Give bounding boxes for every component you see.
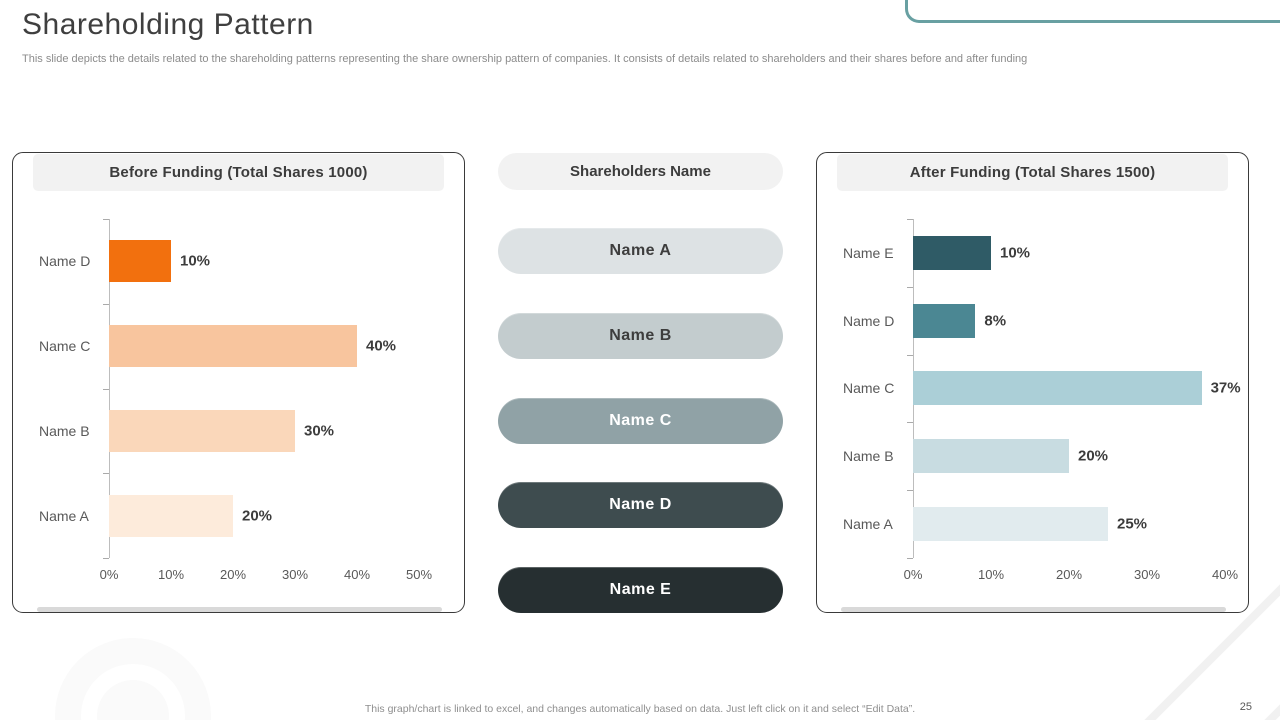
after-funding-chart: Name E 10% Name D 8% Name C 37% Name B 20% Name … [817, 219, 1242, 559]
chart-row: Name C 37% [817, 355, 1242, 423]
before-funding-panel: Before Funding (Total Shares 1000) Name … [12, 152, 465, 613]
name-pill: Name B [498, 312, 783, 359]
bar [913, 439, 1069, 474]
bar [109, 325, 357, 368]
x-tick-label: 20% [219, 567, 247, 582]
category-label: Name B [843, 448, 894, 465]
category-label: Name C [843, 380, 895, 397]
teal-corner-decoration [905, 0, 1280, 23]
axis-tick [103, 388, 109, 390]
x-tick-label: 40% [343, 567, 371, 582]
x-tick-label: 40% [1211, 567, 1239, 582]
name-pill: Name E [498, 567, 783, 613]
y-axis-line [109, 219, 110, 558]
category-label: Name C [39, 338, 91, 355]
bar-track: 37% [913, 355, 1242, 423]
axis-tick [103, 473, 109, 475]
chart-row: Name A 20% [13, 473, 458, 558]
shareholders-column: Shareholders Name Name A Name B Name C Name… [498, 152, 783, 613]
bar-track: 20% [109, 473, 458, 558]
data-label: 10% [180, 252, 211, 270]
axis-tick [907, 558, 913, 559]
before-funding-chart: Name D 10% Name C 40% Name B 30% Name A 20% [13, 219, 458, 559]
axis-tick [907, 354, 913, 356]
name-pill: Name C [498, 397, 783, 444]
chart-row: Name C 40% [13, 304, 458, 389]
chart-row: Name D 8% [817, 287, 1242, 355]
name-pill: Name A [498, 228, 783, 274]
x-tick-label: 10% [977, 567, 1005, 582]
category-label: Name D [843, 312, 895, 329]
bar-track: 10% [913, 219, 1242, 287]
x-tick-label: 30% [281, 567, 309, 582]
shareholders-header: Shareholders Name [498, 153, 783, 190]
axis-tick [907, 219, 913, 220]
chart-row: Name A 25% [817, 490, 1242, 558]
bar [109, 494, 233, 537]
chart-row: Name B 20% [817, 422, 1242, 490]
category-label: Name A [843, 516, 893, 533]
category-label: Name B [39, 422, 90, 439]
x-tick-label: 20% [1055, 567, 1083, 582]
axis-tick [907, 422, 913, 424]
category-label: Name E [843, 244, 894, 261]
page-title: Shareholding Pattern [22, 8, 314, 41]
x-tick-label: 10% [157, 567, 185, 582]
data-label: 20% [242, 507, 273, 525]
data-label: 40% [366, 337, 397, 355]
category-label: Name A [39, 507, 89, 524]
data-label: 8% [984, 312, 1007, 330]
axis-tick [103, 219, 109, 220]
axis-tick [907, 286, 913, 288]
bar-track: 10% [109, 219, 458, 304]
data-label: 20% [1078, 447, 1109, 465]
chart-row: Name E 10% [817, 219, 1242, 287]
x-tick-label: 0% [903, 567, 923, 582]
panel-scrollbar [841, 607, 1226, 612]
axis-tick [103, 303, 109, 305]
after-funding-panel: After Funding (Total Shares 1500) Name E… [816, 152, 1249, 613]
x-tick-label: 50% [405, 567, 433, 582]
bar [913, 235, 991, 270]
chart-row: Name D 10% [13, 219, 458, 304]
before-funding-title: Before Funding (Total Shares 1000) [33, 154, 444, 191]
data-label: 10% [1000, 244, 1031, 262]
bar-track: 8% [913, 287, 1242, 355]
footer-note: This graph/chart is linked to excel, and… [364, 703, 916, 715]
bar [109, 409, 295, 452]
data-label: 37% [1210, 379, 1241, 397]
bar [913, 303, 976, 338]
bar [913, 507, 1108, 542]
name-pill: Name D [498, 482, 783, 529]
chart-row: Name B 30% [13, 389, 458, 474]
bar-track: 40% [109, 304, 458, 389]
bar [109, 240, 171, 283]
bar [913, 371, 1202, 406]
category-label: Name D [39, 253, 91, 270]
bar-track: 25% [913, 490, 1242, 558]
page-number: 25 [1239, 701, 1252, 713]
x-tick-label: 30% [1133, 567, 1161, 582]
data-label: 30% [304, 422, 335, 440]
panel-scrollbar [37, 607, 442, 612]
x-tick-label: 0% [99, 567, 119, 582]
bar-track: 20% [913, 422, 1242, 490]
page-subtitle: This slide depicts the details related t… [22, 53, 1028, 65]
data-label: 25% [1117, 515, 1148, 533]
axis-tick [103, 558, 109, 559]
after-funding-title: After Funding (Total Shares 1500) [837, 154, 1228, 191]
axis-tick [907, 490, 913, 492]
bar-track: 30% [109, 389, 458, 474]
